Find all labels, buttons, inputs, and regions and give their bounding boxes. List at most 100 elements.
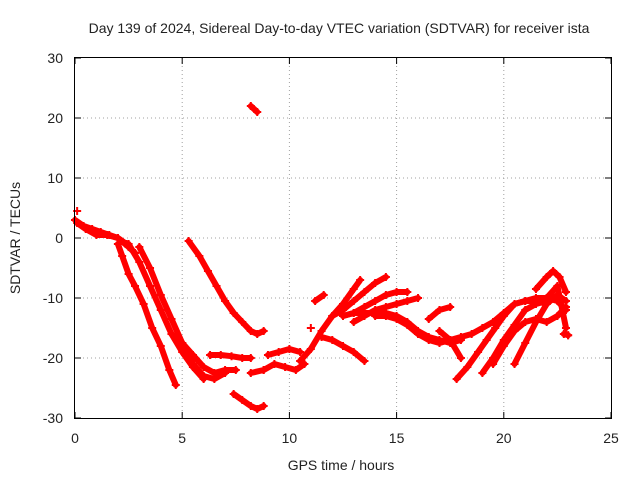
data-point [184,237,193,245]
data-point [491,324,500,332]
data-point [499,312,508,320]
data-point [456,333,465,341]
x-tick-label: 10 [282,430,298,446]
series-track-12 [265,346,304,358]
data-point [246,327,255,335]
data-point [403,321,412,329]
data-point [499,342,508,350]
data-point [463,363,472,371]
data-point [124,270,133,278]
data-point [81,225,90,233]
data-point [555,273,564,281]
data-point [403,297,412,305]
series-track-24 [453,298,550,382]
data-point [238,354,247,362]
data-point [188,351,197,359]
data-point [435,327,444,335]
data-point [392,300,401,308]
data-point [478,369,487,377]
data-layer [71,102,573,413]
data-point [281,363,290,371]
x-tick-label: 20 [496,430,512,446]
data-point [259,402,268,410]
data-point [221,366,230,374]
data-point [349,318,358,326]
data-point [531,300,540,308]
y-tick-label: -10 [43,290,63,306]
data-point [435,339,444,347]
data-point [452,375,461,383]
data-point [246,354,255,362]
data-point [199,372,208,380]
data-point [435,306,444,314]
data-point [371,312,380,320]
chart-title: Day 139 of 2024, Sidereal Day-to-day VTE… [89,20,590,36]
data-point [521,318,530,326]
data-point [478,324,487,332]
data-point [221,297,230,305]
data-point [311,297,320,305]
data-point [300,360,309,368]
data-point [381,312,390,320]
y-tick-label: 20 [47,110,63,126]
plot-frame [74,57,612,419]
x-tick-label: 5 [178,430,186,446]
data-point [392,315,401,323]
data-point [296,357,305,365]
data-point [238,318,247,326]
data-point [561,288,570,296]
data-point [216,351,225,359]
data-point [319,291,328,299]
grid [75,58,611,418]
data-point [521,306,530,314]
data-point [542,294,551,302]
data-point [482,336,491,344]
data-point [156,291,165,299]
data-point [339,312,347,320]
data-point [424,315,433,323]
data-point [339,342,347,350]
data-point [306,345,315,353]
data-point [231,366,240,374]
data-point [263,351,272,359]
data-point [148,324,157,332]
data-point [564,331,573,340]
data-point [156,306,165,314]
data-point [92,231,101,239]
data-point [403,288,412,296]
data-point [210,369,219,377]
data-point [131,282,140,290]
data-point [414,330,423,338]
data-point [118,252,127,260]
data-point [360,357,369,365]
data-point [146,282,155,290]
data-point [381,291,390,299]
data-point [360,309,369,317]
data-point [381,273,390,281]
data-point [171,381,180,389]
data-point [135,258,144,266]
data-point [135,243,144,251]
data-point [349,297,358,305]
y-tick-label: 0 [55,230,63,246]
y-tick-label: 10 [47,170,63,186]
data-point [489,318,498,326]
data-point [371,297,380,305]
data-point [328,312,337,320]
data-point [103,231,112,239]
data-point [274,348,283,356]
data-point [474,348,483,356]
data-point [510,300,519,308]
x-axis-label: GPS time / hours [288,457,395,473]
data-point [238,396,247,404]
data-point [270,360,279,368]
y-tick-label: -30 [43,410,63,426]
series-track-7 [185,238,267,337]
data-point [229,390,238,398]
data-point [467,330,476,338]
x-tick-label: 25 [603,430,619,446]
data-point [559,330,568,338]
data-point [446,303,455,311]
data-point [296,348,305,356]
